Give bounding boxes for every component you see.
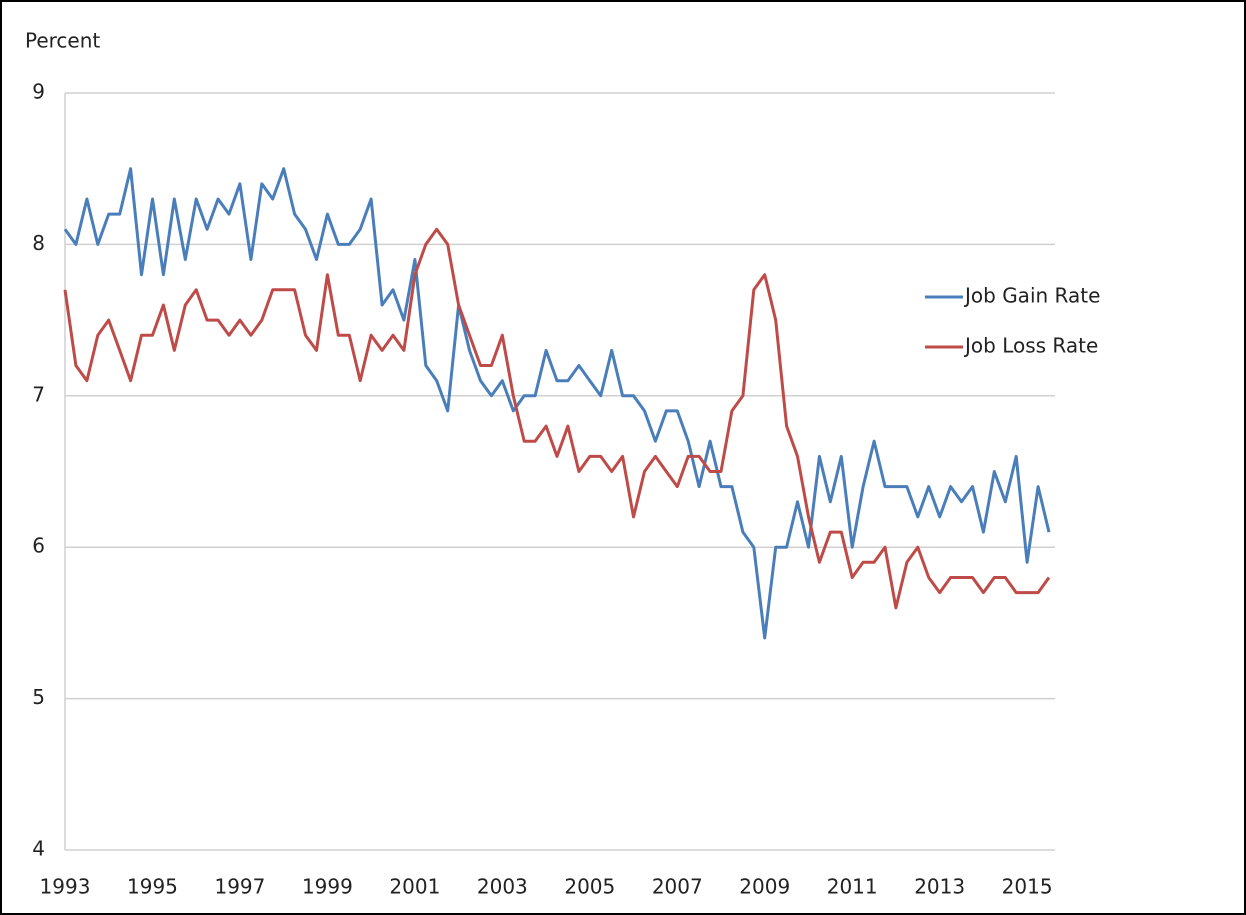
x-tick-label: 2001 — [389, 875, 440, 899]
x-tick-label: 2009 — [739, 875, 790, 899]
y-tick-label: 4 — [32, 837, 45, 861]
legend-label: Job Gain Rate — [963, 284, 1100, 308]
y-tick-label: 5 — [32, 685, 45, 709]
series-line — [63, 167, 1051, 640]
x-tick-label: 1993 — [40, 875, 91, 899]
x-tick-label: 1995 — [127, 875, 178, 899]
y-tick-label: 7 — [32, 382, 45, 406]
y-tick-label: 9 — [32, 80, 45, 104]
x-tick-label: 2013 — [914, 875, 965, 899]
x-tick-label: 2005 — [564, 875, 615, 899]
x-tick-label: 2011 — [827, 875, 878, 899]
x-tick-label: 2003 — [477, 875, 528, 899]
x-tick-label: 2015 — [1002, 875, 1053, 899]
y-tick-label: 8 — [32, 231, 45, 255]
x-tick-label: 2007 — [652, 875, 703, 899]
legend-label: Job Loss Rate — [963, 334, 1098, 358]
series-line — [63, 227, 1051, 610]
x-tick-label: 1997 — [214, 875, 265, 899]
y-axis-label: Percent — [25, 29, 100, 53]
y-tick-label: 6 — [32, 534, 45, 558]
x-tick-label: 1999 — [302, 875, 353, 899]
